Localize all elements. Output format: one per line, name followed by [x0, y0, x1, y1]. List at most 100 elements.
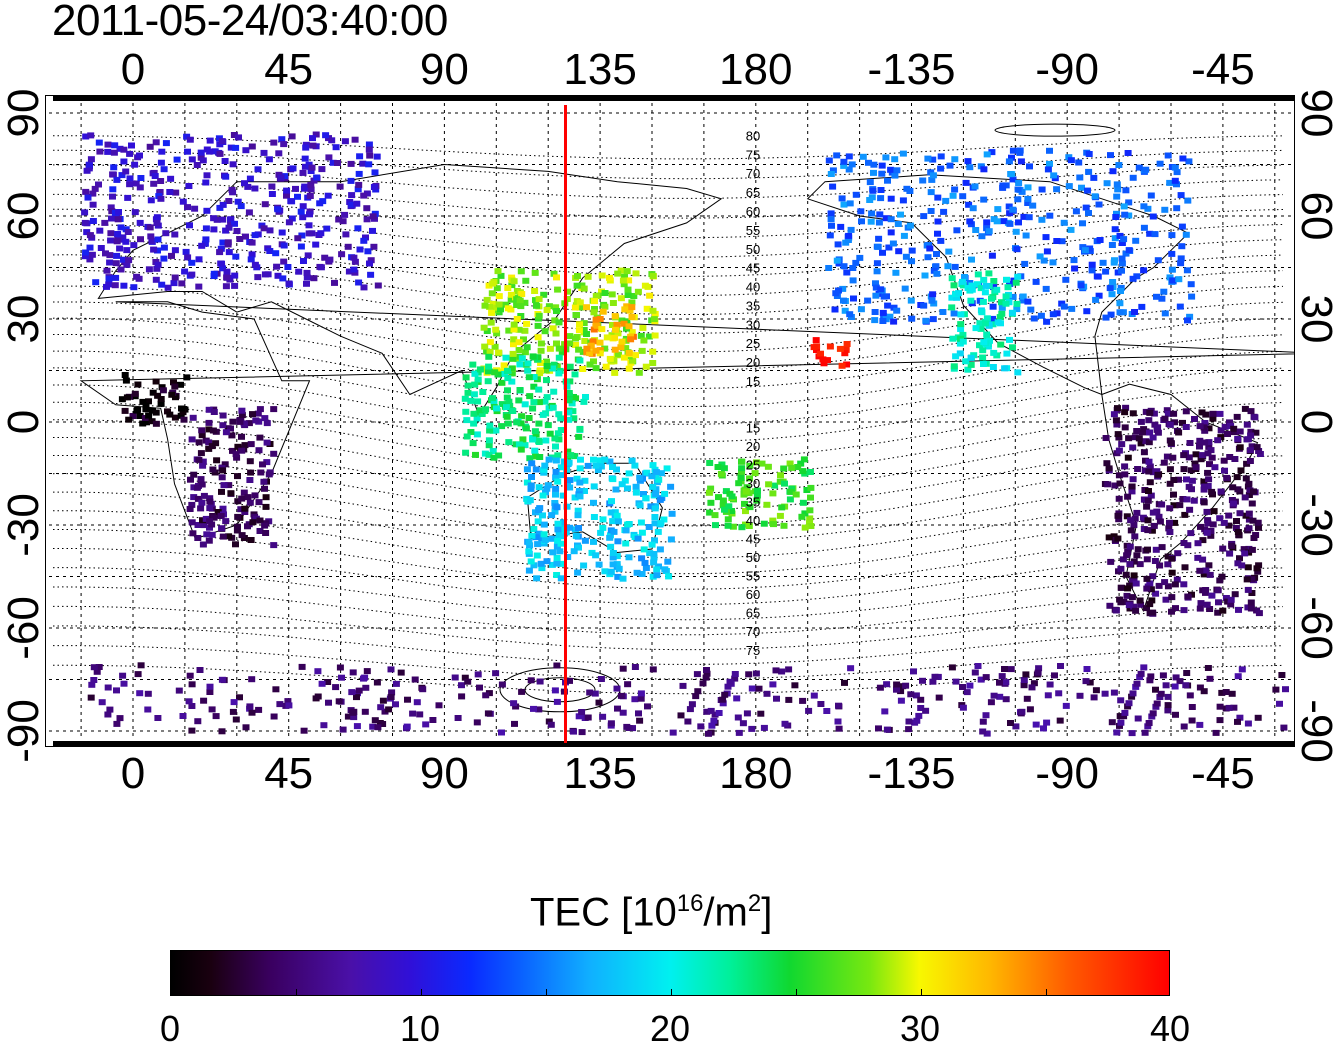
tec-cell — [737, 475, 745, 481]
tec-cell — [781, 480, 788, 487]
tec-cell — [188, 703, 196, 709]
tec-cell — [511, 720, 518, 727]
tec-cell — [1149, 710, 1157, 717]
tec-cell — [1234, 486, 1242, 493]
tec-cell — [650, 316, 658, 323]
tec-cell — [1214, 587, 1222, 594]
tec-cell — [283, 187, 291, 194]
tec-cell — [565, 459, 573, 466]
tec-cell — [1046, 212, 1054, 219]
tec-cell — [950, 363, 958, 370]
tec-cell — [122, 377, 130, 384]
tec-cell — [266, 227, 274, 234]
tec-cell — [1012, 723, 1020, 730]
tec-cell — [581, 338, 589, 344]
tec-cell — [260, 225, 268, 232]
left-tick-label: 30 — [0, 294, 48, 344]
tec-cell — [601, 456, 609, 463]
tec-cell — [128, 142, 135, 149]
tec-cell — [711, 711, 719, 718]
tec-cell — [648, 541, 656, 548]
tec-cell — [1173, 205, 1181, 212]
tec-cell — [1146, 463, 1154, 470]
tec-cell — [222, 283, 230, 290]
frame-tick-bar — [520, 95, 681, 101]
tec-cell — [1146, 677, 1154, 684]
tec-cell — [810, 692, 818, 699]
tec-cell — [517, 268, 525, 275]
tec-cell — [82, 133, 90, 140]
tec-cell — [552, 485, 560, 492]
tec-cell — [484, 368, 492, 375]
tec-cell — [776, 512, 784, 519]
tec-cell — [507, 296, 515, 303]
tec-cell — [336, 664, 344, 671]
tec-cell — [1014, 369, 1022, 376]
tec-cell — [543, 485, 551, 492]
tec-cell — [1013, 246, 1021, 253]
tec-cell — [1133, 428, 1141, 434]
tec-cell — [289, 165, 297, 172]
tec-cell — [785, 666, 793, 673]
tec-cell — [303, 280, 310, 287]
tec-cell — [147, 197, 155, 204]
tec-cell — [354, 225, 362, 232]
tec-cell — [801, 510, 809, 517]
tec-cell — [564, 288, 572, 295]
tec-cell — [631, 664, 639, 670]
tec-cell — [1128, 730, 1136, 737]
tec-map: 8075706560555045403530252015152025303540… — [45, 95, 1295, 747]
tec-cell — [1168, 569, 1176, 576]
tec-cell — [735, 480, 743, 487]
tec-cell — [566, 484, 574, 491]
tec-cell — [209, 466, 217, 473]
tec-cell — [198, 242, 206, 249]
mlat-label: 45 — [746, 261, 760, 276]
tec-cell — [883, 726, 891, 733]
tec-cell — [637, 695, 645, 702]
tec-cell — [878, 162, 886, 169]
tec-cell — [644, 703, 651, 710]
tec-cell — [962, 179, 970, 186]
tec-cell — [1173, 181, 1180, 188]
tec-cell — [234, 443, 242, 450]
mlat-curve — [53, 664, 1284, 695]
tec-cell — [256, 406, 264, 413]
tec-cell — [513, 419, 521, 426]
tec-cell — [1230, 500, 1238, 507]
tec-cell — [234, 498, 242, 505]
tec-cell — [663, 465, 671, 472]
tec-cell — [219, 216, 227, 223]
tec-cell — [545, 718, 553, 725]
tec-cell — [917, 705, 925, 711]
tec-cell — [806, 507, 814, 514]
tec-cell — [644, 283, 652, 290]
tec-cell — [1137, 440, 1145, 447]
tec-cell — [251, 492, 259, 499]
tec-cell — [1008, 171, 1016, 178]
tec-cell — [609, 554, 617, 561]
tec-cell — [1154, 471, 1162, 478]
tec-cell — [241, 180, 248, 187]
tec-cell — [638, 529, 646, 536]
tec-cell — [266, 248, 274, 254]
tec-cell — [413, 699, 421, 706]
tec-cell — [1133, 509, 1141, 516]
mlat-label: 30 — [746, 476, 760, 491]
tec-cell — [1129, 476, 1137, 483]
tec-cell — [875, 235, 883, 242]
tec-cell — [537, 560, 545, 567]
tec-cell — [1241, 494, 1249, 501]
tec-cell — [526, 497, 534, 504]
tec-cell — [996, 693, 1004, 700]
tec-cell — [638, 571, 646, 577]
tec-cell — [982, 712, 990, 719]
tec-cell — [515, 397, 523, 404]
tec-cell — [625, 365, 633, 372]
tec-cell — [363, 216, 371, 223]
tec-cell — [908, 315, 916, 322]
tec-cell — [355, 279, 363, 286]
tec-cell — [897, 211, 904, 218]
tec-cell — [508, 282, 516, 289]
tec-cell — [1180, 607, 1188, 614]
